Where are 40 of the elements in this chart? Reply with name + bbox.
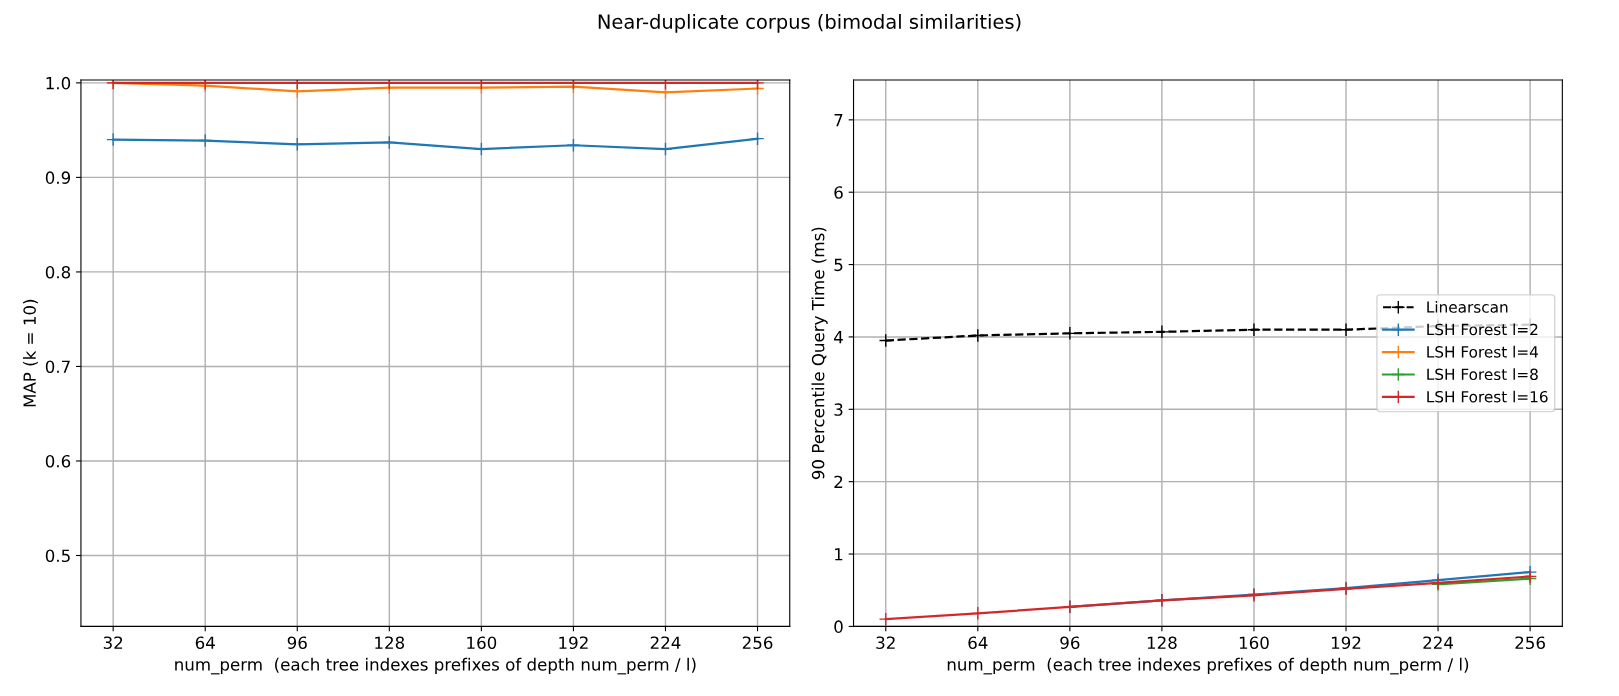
y-tick-label: 0.8 xyxy=(45,265,71,279)
chart-title: Near-duplicate corpus (bimodal similarities) xyxy=(598,13,1021,33)
x-tick-label: 96 xyxy=(1060,636,1080,650)
x-tick-label: 192 xyxy=(559,636,588,650)
y-tick-label: 0 xyxy=(834,620,843,633)
y-tick-label: 0.5 xyxy=(45,549,70,563)
x-tick-label: 224 xyxy=(1423,636,1454,649)
y-axis-title: 90 Percentile Query Time (ms) xyxy=(811,227,828,480)
x-tick-label: 64 xyxy=(968,636,988,650)
x-tick-label: 160 xyxy=(1239,636,1269,650)
legend-label: LSH Forest l=16 xyxy=(1427,390,1548,403)
y-tick-label: 5 xyxy=(834,258,843,272)
y-tick-label: 2 xyxy=(834,475,843,488)
y-tick-label: 0.7 xyxy=(45,360,70,374)
x-tick-label: 256 xyxy=(1515,636,1545,650)
y-tick-label: 7 xyxy=(834,114,843,127)
x-tick-label: 128 xyxy=(375,636,405,650)
y-tick-label: 6 xyxy=(834,186,843,199)
y-tick-label: 0.6 xyxy=(45,454,71,468)
legend-label: Linearscan xyxy=(1427,300,1508,313)
x-tick-label: 32 xyxy=(876,636,895,650)
x-axis-title: num_perm (each tree indexes prefixes of depth num_perm / l) xyxy=(947,657,1469,675)
x-tick-label: 224 xyxy=(650,636,681,649)
y-tick-label: 0.9 xyxy=(45,171,71,184)
legend-label: LSH Forest l=2 xyxy=(1427,323,1538,336)
x-tick-label: 64 xyxy=(195,636,215,650)
y-tick-label: 3 xyxy=(834,403,843,416)
x-tick-label: 96 xyxy=(287,636,307,650)
legend-label: LSH Forest l=4 xyxy=(1427,345,1539,358)
x-tick-label: 128 xyxy=(1147,636,1177,650)
x-tick-label: 32 xyxy=(103,636,123,650)
y-tick-label: 1 xyxy=(835,548,843,561)
x-tick-label: 256 xyxy=(742,636,773,650)
y-axis-title: MAP (k = 10) xyxy=(23,299,38,407)
x-tick-label: 192 xyxy=(1331,636,1361,650)
x-axis-title: num_perm (each tree indexes prefixes of depth num_perm / l) xyxy=(175,657,696,675)
x-tick-label: 160 xyxy=(467,636,497,650)
legend-label: LSH Forest l=8 xyxy=(1427,368,1538,381)
y-tick-label: 4 xyxy=(834,331,843,344)
y-tick-label: 1.0 xyxy=(46,76,71,90)
